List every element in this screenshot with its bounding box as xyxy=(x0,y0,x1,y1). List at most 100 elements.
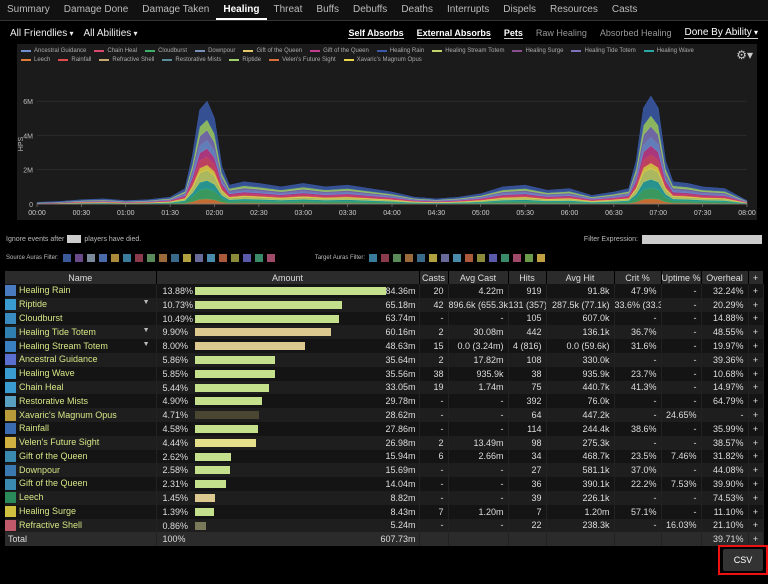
row-add-button[interactable]: + xyxy=(748,311,764,326)
ability-name-cell[interactable]: Velen's Future Sight xyxy=(5,435,157,450)
aura-filter-icon[interactable] xyxy=(194,254,203,262)
ability-name-cell[interactable]: Healing Stream Totem ▼ xyxy=(5,339,157,353)
row-add-button[interactable]: + xyxy=(748,449,764,464)
aura-filter-icon[interactable] xyxy=(230,254,239,262)
option-external-absorbs[interactable]: External Absorbs xyxy=(416,27,491,39)
tab-dispels[interactable]: Dispels xyxy=(503,4,537,15)
table-row[interactable]: Refractive Shell 0.86% 5.24m - -22 238.3k -16.… xyxy=(5,518,764,533)
row-add-button[interactable]: + xyxy=(748,504,764,519)
aura-filter-icon[interactable] xyxy=(393,254,402,262)
aura-filter-icon[interactable] xyxy=(170,254,179,262)
row-add-button[interactable]: + xyxy=(748,408,764,422)
ability-name[interactable]: Riptide xyxy=(19,299,48,310)
option-absorbed-healing[interactable]: Absorbed Healing xyxy=(599,27,672,38)
ability-name-cell[interactable]: Xavaric's Magnum Opus xyxy=(5,408,157,422)
ability-name-cell[interactable]: Gift of the Queen xyxy=(5,449,157,464)
table-row[interactable]: Restorative Mists 4.90% 29.78m - -392 76.0k - -… xyxy=(5,394,764,409)
aura-filter-icon[interactable] xyxy=(441,254,450,262)
tab-debuffs[interactable]: Debuffs xyxy=(353,4,388,15)
row-add-button[interactable]: + xyxy=(748,435,764,450)
column-header[interactable]: Hits xyxy=(508,271,547,284)
ability-name[interactable]: Gift of the Queen xyxy=(19,450,88,461)
ability-name[interactable]: Chain Heal xyxy=(19,381,64,392)
table-row[interactable]: Velen's Future Sight 4.44% 26.98m 2 13.49m 98… xyxy=(5,435,764,450)
column-header[interactable]: Amount xyxy=(156,271,420,284)
legend-entry[interactable]: Leech xyxy=(21,55,50,64)
aura-filter-icon[interactable] xyxy=(405,254,414,262)
legend-entry[interactable]: Healing Stream Totem xyxy=(432,46,504,55)
legend-entry[interactable]: Healing Surge xyxy=(512,46,563,55)
aura-filter-icon[interactable] xyxy=(417,254,426,262)
ability-name-cell[interactable]: Cloudburst xyxy=(5,311,157,326)
ability-name-cell[interactable]: Refractive Shell xyxy=(5,518,157,533)
legend-entry[interactable]: Healing Rain xyxy=(376,46,424,55)
legend-entry[interactable]: Gift of the Queen xyxy=(243,46,302,55)
aura-filter-icon[interactable] xyxy=(525,254,534,262)
table-row[interactable]: Healing Wave 5.85% 35.56m 38 935.9k 38 935.9k 2… xyxy=(5,366,764,381)
tab-deaths[interactable]: Deaths xyxy=(401,4,433,15)
tab-healing[interactable]: Healing xyxy=(216,0,267,20)
ability-name[interactable]: Gift of the Queen xyxy=(19,478,88,489)
legend-entry[interactable]: Refractive Shell xyxy=(99,55,154,64)
aura-filter-icon[interactable] xyxy=(86,254,95,262)
aura-filter-icon[interactable] xyxy=(74,254,83,262)
ability-name-cell[interactable]: Rainfall xyxy=(5,421,157,436)
table-row[interactable]: Healing Tide Totem ▼ 9.90% 60.16m 2 30.08m 442… xyxy=(5,325,764,340)
row-add-button[interactable]: + xyxy=(748,380,764,395)
table-row[interactable]: Cloudburst 10.49% 63.74m - -105 607.0k - -14.88… xyxy=(5,311,764,326)
ability-name[interactable]: Downpour xyxy=(19,464,61,475)
legend-entry[interactable]: Gift of the Queen xyxy=(310,46,369,55)
aura-filter-icon[interactable] xyxy=(513,254,522,262)
row-add-button[interactable]: + xyxy=(748,490,764,505)
aura-filter-icon[interactable] xyxy=(98,254,107,262)
row-add-button[interactable]: + xyxy=(748,297,764,312)
column-header[interactable]: Casts xyxy=(419,271,449,284)
ability-name[interactable]: Healing Stream Totem xyxy=(19,340,108,351)
row-add-button[interactable]: + xyxy=(748,366,764,381)
table-row[interactable]: Healing Stream Totem ▼ 8.00% 48.63m 15 0.0 (3… xyxy=(5,339,764,353)
legend-entry[interactable]: Healing Tide Totem xyxy=(571,46,636,55)
ability-name-cell[interactable]: Healing Surge xyxy=(5,504,157,519)
aura-filter-icon[interactable] xyxy=(218,254,227,262)
ability-name-cell[interactable]: Downpour xyxy=(5,463,157,478)
death-count-input[interactable] xyxy=(67,235,82,243)
tab-damage-taken[interactable]: Damage Taken xyxy=(142,4,210,15)
row-add-button[interactable]: + xyxy=(748,325,764,340)
aura-filter-icon[interactable] xyxy=(62,254,71,262)
tab-threat[interactable]: Threat xyxy=(273,4,303,15)
ability-name-cell[interactable]: Healing Tide Totem ▼ xyxy=(5,325,157,340)
aura-filter-icon[interactable] xyxy=(254,254,263,262)
aura-filter-icon[interactable] xyxy=(429,254,438,262)
ability-dropdown[interactable]: All Abilities xyxy=(84,28,138,39)
column-header[interactable]: Crit % xyxy=(614,271,662,284)
expand-arrow-icon[interactable]: ▼ xyxy=(142,299,150,307)
aura-filter-icon[interactable] xyxy=(465,254,474,262)
ability-name[interactable]: Xavaric's Magnum Opus xyxy=(19,409,117,420)
csv-export-button[interactable]: CSV xyxy=(723,549,763,571)
aura-filter-icon[interactable] xyxy=(206,254,215,262)
aura-filter-icon[interactable] xyxy=(158,254,167,262)
legend-entry[interactable]: Restorative Mists xyxy=(162,55,221,64)
table-row[interactable]: Downpour 2.58% 15.69m - -27 581.1k 37.0% -44.08… xyxy=(5,463,764,478)
ability-name[interactable]: Cloudburst xyxy=(19,312,63,323)
table-row[interactable]: Xavaric's Magnum Opus 4.71% 28.62m - -64 447.… xyxy=(5,408,764,422)
option-raw-healing[interactable]: Raw Healing xyxy=(535,27,587,38)
ability-name[interactable]: Rainfall xyxy=(19,423,50,434)
option-pets[interactable]: Pets xyxy=(503,27,523,39)
column-header[interactable]: Overheal xyxy=(701,271,749,284)
ability-name-cell[interactable]: Gift of the Queen xyxy=(5,477,157,491)
legend-entry[interactable]: Riptide xyxy=(229,55,261,64)
ability-name[interactable]: Ancestral Guidance xyxy=(19,354,98,365)
aura-filter-icon[interactable] xyxy=(453,254,462,262)
ability-name[interactable]: Restorative Mists xyxy=(19,395,89,406)
source-dropdown[interactable]: All Friendlies xyxy=(10,28,74,39)
ability-name-cell[interactable]: Ancestral Guidance xyxy=(5,352,157,367)
legend-entry[interactable]: Velen's Future Sight xyxy=(269,55,336,64)
ability-name[interactable]: Healing Wave xyxy=(19,368,75,379)
table-row[interactable]: Healing Rain 13.88% 84.36m 20 4.22m 919 91.8k 4… xyxy=(5,284,764,298)
ability-name-cell[interactable]: Healing Wave xyxy=(5,366,157,381)
filter-expression-input[interactable] xyxy=(642,234,762,244)
ability-name[interactable]: Refractive Shell xyxy=(19,519,83,530)
row-add-button[interactable]: + xyxy=(748,284,764,298)
legend-entry[interactable]: Rainfall xyxy=(58,55,91,64)
